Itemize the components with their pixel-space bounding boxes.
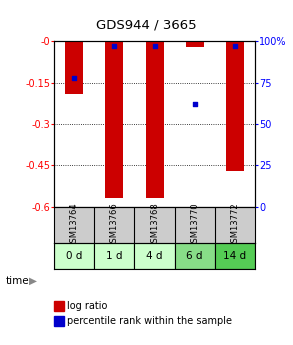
Point [72, 75, 77, 80]
Text: GDS944 / 3665: GDS944 / 3665 [96, 18, 197, 31]
Bar [186, 41, 204, 47]
Text: 4 d: 4 d [146, 251, 163, 261]
Text: time: time [6, 276, 30, 286]
Point [233, 43, 237, 49]
Point [152, 43, 157, 49]
Bar [134, 243, 175, 269]
Point [112, 43, 117, 49]
Bar [65, 41, 83, 94]
Text: GSM13766: GSM13766 [110, 202, 119, 248]
Text: GSM13764: GSM13764 [70, 202, 79, 248]
Text: GSM13768: GSM13768 [150, 202, 159, 248]
Bar [175, 243, 215, 269]
Text: percentile rank within the sample: percentile rank within the sample [67, 316, 232, 326]
Text: 0 d: 0 d [66, 251, 82, 261]
Text: log ratio: log ratio [67, 301, 107, 310]
Bar [94, 243, 134, 269]
Text: 14 d: 14 d [223, 251, 246, 261]
Bar [146, 41, 163, 198]
Point [193, 101, 197, 107]
Bar [105, 41, 123, 198]
Text: 1 d: 1 d [106, 251, 123, 261]
Text: GSM13770: GSM13770 [190, 202, 199, 248]
Bar [54, 243, 94, 269]
Text: GSM13772: GSM13772 [230, 202, 239, 248]
Text: 6 d: 6 d [186, 251, 203, 261]
Text: ▶: ▶ [29, 276, 37, 286]
Bar [226, 41, 244, 171]
Bar [215, 243, 255, 269]
